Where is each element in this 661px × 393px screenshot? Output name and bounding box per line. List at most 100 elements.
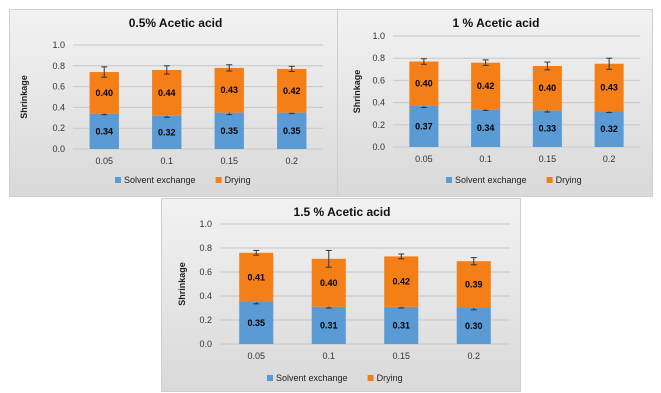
y-tick-label: 0.2 bbox=[199, 315, 212, 325]
bar-solvent-exchange bbox=[471, 109, 501, 147]
bar-solvent-exchange bbox=[384, 306, 419, 344]
bar-drying bbox=[277, 68, 307, 113]
y-tick-label: 0.4 bbox=[372, 98, 385, 108]
bar-drying bbox=[471, 62, 501, 110]
y-tick-label: 1.0 bbox=[372, 31, 385, 41]
x-tick-label: 0.15 bbox=[539, 154, 557, 164]
data-label: 0.34 bbox=[95, 126, 113, 136]
y-axis-label: Shrinkage bbox=[352, 70, 362, 114]
data-label: 0.42 bbox=[283, 86, 301, 96]
data-label: 0.33 bbox=[539, 124, 557, 134]
y-axis-label: Shrinkage bbox=[177, 262, 187, 306]
legend-swatch bbox=[546, 177, 553, 183]
legend-label: Drying bbox=[377, 373, 403, 383]
chart-2-svg: 1 % Acetic acid 0.0 0.2 0.4 0.6 0.8 1.0 Shrinka… bbox=[352, 16, 640, 185]
x-tick-label: 0.1 bbox=[322, 351, 335, 361]
y-tick-label: 0.6 bbox=[199, 267, 212, 277]
chart-title: 1 % Acetic acid bbox=[453, 16, 540, 30]
data-label: 0.40 bbox=[95, 88, 113, 98]
legend-label: Drying bbox=[225, 175, 251, 185]
bar-drying bbox=[239, 252, 274, 302]
legend-swatch bbox=[446, 177, 452, 183]
legend-label: Solvent exchange bbox=[455, 175, 527, 185]
y-tick-label: 0.8 bbox=[372, 53, 385, 63]
data-label: 0.35 bbox=[283, 126, 301, 136]
legend-label: Drying bbox=[556, 175, 582, 185]
bar-drying bbox=[456, 261, 491, 308]
bar-solvent-exchange bbox=[277, 112, 307, 149]
data-label: 0.37 bbox=[415, 121, 433, 131]
legend-swatch bbox=[215, 177, 222, 183]
data-label: 0.39 bbox=[465, 280, 483, 290]
y-tick-label: 0.8 bbox=[199, 243, 212, 253]
y-tick-label: 0.0 bbox=[199, 339, 212, 349]
y-tick-label: 1.0 bbox=[199, 219, 212, 229]
y-tick-label: 1.0 bbox=[52, 40, 65, 50]
bar-solvent-exchange bbox=[89, 113, 119, 149]
legend-swatch bbox=[267, 375, 273, 381]
bar-drying bbox=[89, 72, 119, 114]
x-tick-label: 0.15 bbox=[392, 351, 410, 361]
data-label: 0.43 bbox=[220, 85, 238, 95]
y-tick-label: 0.2 bbox=[52, 123, 65, 133]
x-tick-label: 0.05 bbox=[415, 154, 433, 164]
y-tick-label: 0.8 bbox=[52, 61, 65, 71]
bar-solvent-exchange bbox=[214, 112, 244, 149]
bar-solvent-exchange bbox=[152, 115, 182, 149]
data-label: 0.44 bbox=[158, 88, 176, 98]
data-label: 0.40 bbox=[320, 278, 338, 288]
y-tick-label: 0.4 bbox=[52, 102, 65, 112]
data-label: 0.40 bbox=[415, 79, 433, 89]
data-label: 0.40 bbox=[539, 83, 557, 93]
chart-1-svg: 0.5% Acetic acid 0.0 0.2 0.4 0.6 0.8 1.0 Shrink… bbox=[19, 16, 323, 185]
y-tick-label: 0.4 bbox=[199, 291, 212, 301]
y-tick-label: 0.6 bbox=[52, 82, 65, 92]
data-label: 0.43 bbox=[600, 83, 618, 93]
y-tick-label: 0.2 bbox=[372, 120, 385, 130]
data-label: 0.42 bbox=[392, 277, 410, 287]
x-tick-label: 0.2 bbox=[603, 154, 616, 164]
data-label: 0.32 bbox=[158, 127, 176, 137]
x-tick-label: 0.1 bbox=[160, 156, 173, 166]
bar-drying bbox=[409, 61, 439, 106]
y-tick-label: 0.0 bbox=[52, 144, 65, 154]
legend-swatch bbox=[115, 177, 121, 183]
x-tick-label: 0.05 bbox=[95, 156, 113, 166]
x-tick-label: 0.1 bbox=[479, 154, 492, 164]
legend-label: Solvent exchange bbox=[124, 175, 196, 185]
bar-drying bbox=[594, 63, 624, 112]
data-label: 0.42 bbox=[477, 81, 495, 91]
y-axis-label: Shrinkage bbox=[19, 75, 29, 119]
data-label: 0.34 bbox=[477, 123, 495, 133]
data-label: 0.31 bbox=[320, 320, 338, 330]
bar-solvent-exchange bbox=[456, 308, 491, 344]
x-tick-label: 0.2 bbox=[467, 351, 480, 361]
data-label: 0.31 bbox=[392, 320, 410, 330]
data-label: 0.30 bbox=[465, 321, 483, 331]
chart-panel-3: 1.5 % Acetic acid 0.0 0.2 0.4 0.6 0.8 1.0 Shrin… bbox=[161, 198, 521, 392]
bar-solvent-exchange bbox=[239, 302, 274, 344]
x-tick-label: 0.15 bbox=[220, 156, 238, 166]
bar-drying bbox=[214, 67, 244, 113]
chart-panel-1: 0.5% Acetic acid 0.0 0.2 0.4 0.6 0.8 1.0 Shrink… bbox=[9, 9, 340, 197]
legend-label: Solvent exchange bbox=[276, 373, 348, 383]
x-tick-label: 0.05 bbox=[247, 351, 265, 361]
data-label: 0.35 bbox=[247, 318, 265, 328]
bar-solvent-exchange bbox=[532, 110, 562, 147]
chart-3-svg: 1.5 % Acetic acid 0.0 0.2 0.4 0.6 0.8 1.0 Shrin… bbox=[177, 205, 510, 383]
bar-drying bbox=[152, 69, 182, 116]
bar-solvent-exchange bbox=[594, 111, 624, 147]
bar-drying bbox=[384, 256, 419, 307]
chart-title: 0.5% Acetic acid bbox=[129, 16, 223, 30]
chart-title: 1.5 % Acetic acid bbox=[294, 205, 391, 219]
y-tick-label: 0.0 bbox=[372, 142, 385, 152]
chart-panel-2: 1 % Acetic acid 0.0 0.2 0.4 0.6 0.8 1.0 Shrinka… bbox=[337, 9, 653, 197]
y-tick-label: 0.6 bbox=[372, 75, 385, 85]
bar-solvent-exchange bbox=[311, 306, 346, 344]
data-label: 0.32 bbox=[600, 124, 618, 134]
legend-swatch bbox=[367, 375, 374, 381]
bar-drying bbox=[532, 65, 562, 111]
x-tick-label: 0.2 bbox=[285, 156, 298, 166]
data-label: 0.35 bbox=[220, 126, 238, 136]
data-label: 0.41 bbox=[247, 272, 265, 282]
